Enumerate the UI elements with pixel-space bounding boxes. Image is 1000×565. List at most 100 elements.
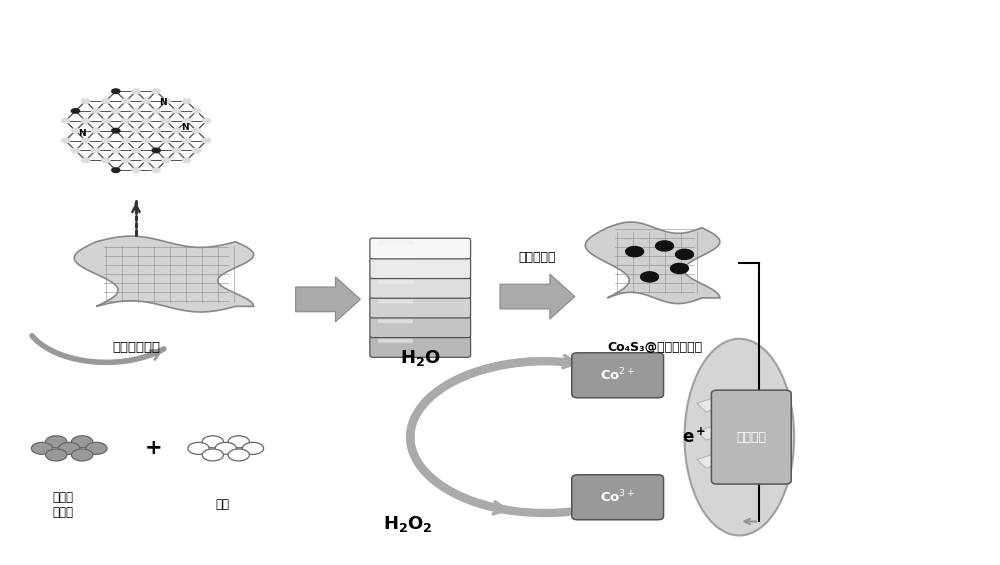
- Circle shape: [162, 119, 170, 123]
- Polygon shape: [737, 398, 772, 415]
- Circle shape: [132, 128, 140, 133]
- Circle shape: [102, 158, 110, 163]
- FancyBboxPatch shape: [370, 258, 471, 279]
- Circle shape: [112, 108, 120, 113]
- Text: 氮掺杂石墨烯: 氮掺杂石墨烯: [112, 341, 160, 354]
- Circle shape: [102, 138, 110, 143]
- Circle shape: [112, 148, 120, 153]
- FancyBboxPatch shape: [378, 319, 413, 323]
- Circle shape: [82, 158, 90, 163]
- Text: Co$^{2+}$: Co$^{2+}$: [600, 367, 635, 384]
- Text: $\mathbf{H_2O_2}$: $\mathbf{H_2O_2}$: [383, 514, 433, 534]
- Polygon shape: [697, 395, 732, 412]
- Circle shape: [71, 148, 80, 153]
- Circle shape: [102, 119, 110, 123]
- Circle shape: [203, 119, 211, 123]
- Ellipse shape: [684, 339, 794, 536]
- Circle shape: [31, 442, 53, 454]
- FancyBboxPatch shape: [378, 339, 413, 343]
- Polygon shape: [697, 451, 732, 468]
- Circle shape: [122, 99, 130, 103]
- Circle shape: [172, 108, 180, 113]
- Circle shape: [92, 108, 100, 113]
- Circle shape: [192, 128, 201, 133]
- Circle shape: [132, 148, 140, 153]
- Circle shape: [112, 128, 120, 133]
- Circle shape: [92, 128, 100, 133]
- Circle shape: [72, 449, 93, 461]
- Circle shape: [188, 442, 209, 454]
- Circle shape: [152, 148, 160, 153]
- Text: 溶剂热反应: 溶剂热反应: [518, 251, 556, 264]
- Polygon shape: [697, 423, 732, 440]
- Polygon shape: [296, 277, 360, 322]
- Circle shape: [122, 119, 130, 123]
- FancyBboxPatch shape: [378, 280, 413, 284]
- Circle shape: [202, 436, 223, 448]
- FancyBboxPatch shape: [370, 317, 471, 338]
- Text: N: N: [78, 129, 86, 138]
- Polygon shape: [717, 406, 752, 423]
- Circle shape: [71, 128, 80, 133]
- Circle shape: [152, 108, 160, 113]
- Text: Co₄S₃@氮掺杂石墨烯: Co₄S₃@氮掺杂石墨烯: [607, 341, 702, 354]
- Circle shape: [202, 449, 223, 461]
- FancyBboxPatch shape: [370, 337, 471, 357]
- Circle shape: [172, 128, 180, 133]
- Polygon shape: [737, 423, 772, 440]
- Circle shape: [152, 89, 160, 94]
- Circle shape: [61, 138, 70, 143]
- Circle shape: [132, 89, 140, 94]
- Circle shape: [242, 442, 264, 454]
- Text: Co$^{3+}$: Co$^{3+}$: [600, 489, 635, 506]
- Text: N: N: [159, 98, 167, 107]
- Circle shape: [182, 119, 191, 123]
- Text: $\mathbf{e^+}$: $\mathbf{e^+}$: [682, 428, 707, 447]
- Circle shape: [641, 272, 659, 282]
- Polygon shape: [717, 431, 752, 449]
- Text: 硫脲: 硫脲: [216, 498, 230, 511]
- Circle shape: [162, 158, 170, 163]
- Circle shape: [162, 138, 170, 143]
- Circle shape: [82, 138, 90, 143]
- Circle shape: [132, 168, 140, 172]
- Polygon shape: [717, 457, 752, 474]
- Circle shape: [92, 148, 100, 153]
- Circle shape: [182, 138, 191, 143]
- Circle shape: [86, 442, 107, 454]
- Circle shape: [152, 168, 160, 172]
- Circle shape: [59, 442, 80, 454]
- Circle shape: [203, 138, 211, 143]
- Circle shape: [46, 449, 67, 461]
- Circle shape: [192, 108, 201, 113]
- Circle shape: [142, 119, 150, 123]
- Circle shape: [61, 119, 70, 123]
- Circle shape: [112, 168, 120, 172]
- Circle shape: [228, 449, 249, 461]
- Circle shape: [162, 99, 170, 103]
- FancyBboxPatch shape: [370, 277, 471, 298]
- Circle shape: [626, 246, 644, 257]
- Circle shape: [215, 442, 236, 454]
- Circle shape: [72, 436, 93, 448]
- Text: 玻碳电极: 玻碳电极: [736, 431, 766, 444]
- Circle shape: [132, 108, 140, 113]
- Polygon shape: [74, 236, 254, 312]
- Circle shape: [152, 128, 160, 133]
- Polygon shape: [585, 222, 720, 303]
- Polygon shape: [500, 274, 575, 319]
- FancyBboxPatch shape: [370, 238, 471, 259]
- FancyBboxPatch shape: [711, 390, 791, 484]
- Circle shape: [82, 119, 90, 123]
- Circle shape: [122, 158, 130, 163]
- Circle shape: [172, 148, 180, 153]
- Text: N: N: [182, 123, 189, 132]
- Text: 四水合
醋酸钔: 四水合 醋酸钔: [53, 490, 74, 519]
- Circle shape: [142, 138, 150, 143]
- FancyBboxPatch shape: [572, 353, 664, 398]
- Circle shape: [82, 99, 90, 103]
- Polygon shape: [737, 451, 772, 468]
- Circle shape: [46, 436, 67, 448]
- Circle shape: [102, 99, 110, 103]
- Circle shape: [122, 138, 130, 143]
